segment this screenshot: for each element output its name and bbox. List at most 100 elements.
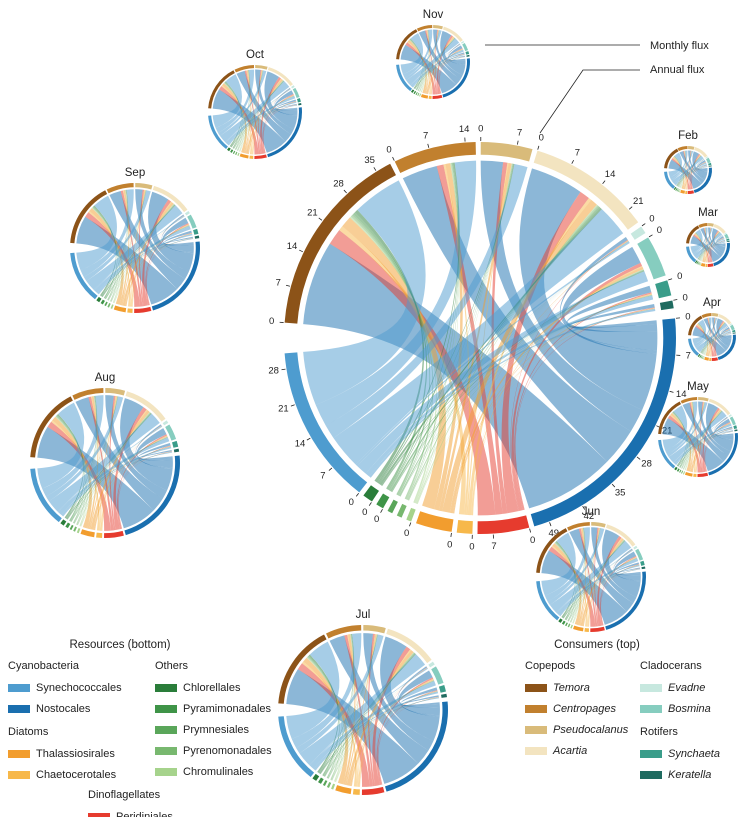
ribbon bbox=[291, 633, 362, 749]
tick-mark bbox=[380, 509, 383, 513]
monthly-chord bbox=[30, 388, 180, 538]
legend-swatch bbox=[8, 771, 30, 779]
flux-arc bbox=[331, 783, 336, 790]
legend-label: Pseudocalanus bbox=[553, 724, 629, 736]
tick-mark bbox=[392, 156, 395, 161]
flux-arc bbox=[726, 238, 730, 241]
ribbon bbox=[696, 159, 708, 172]
flux-arc bbox=[686, 246, 697, 263]
flux-arc bbox=[606, 524, 636, 547]
flux-arc bbox=[686, 225, 700, 244]
flux-arc bbox=[708, 165, 712, 167]
ribbon bbox=[591, 527, 637, 604]
flux-arc bbox=[477, 515, 530, 534]
tick-mark bbox=[299, 249, 304, 253]
tick-label: 49 bbox=[549, 528, 560, 539]
ribbon bbox=[219, 81, 290, 143]
ribbon bbox=[683, 150, 691, 190]
ribbon bbox=[667, 415, 702, 473]
ribbon bbox=[668, 152, 683, 178]
ribbon bbox=[692, 319, 707, 345]
flux-arc bbox=[699, 354, 702, 358]
tick-label: 0 bbox=[469, 541, 474, 552]
flux-arc bbox=[227, 147, 231, 152]
ribbon bbox=[721, 333, 732, 336]
ribbon bbox=[597, 535, 622, 627]
tick-label: 42 bbox=[584, 511, 595, 522]
tick-label: 28 bbox=[268, 366, 279, 377]
flux-arc bbox=[410, 89, 415, 93]
flux-arc bbox=[480, 142, 533, 162]
legend-title: Resources (bottom) bbox=[70, 639, 171, 651]
ribbon bbox=[274, 90, 298, 115]
flux-arc bbox=[730, 324, 735, 331]
tick-label: 0 bbox=[374, 514, 379, 525]
flux-arc bbox=[732, 332, 736, 334]
tick-mark bbox=[668, 278, 673, 281]
tick-label: 0 bbox=[362, 507, 367, 518]
flux-arc bbox=[60, 519, 67, 526]
ribbon bbox=[695, 238, 725, 259]
ribbon bbox=[715, 430, 734, 436]
flux-arc bbox=[659, 300, 674, 311]
flux-arc bbox=[318, 777, 324, 784]
flux-arc bbox=[466, 54, 470, 57]
callout: Annual flux bbox=[650, 64, 705, 76]
ribbon bbox=[297, 663, 370, 787]
flux-arc bbox=[723, 232, 727, 235]
flux-arc bbox=[709, 357, 712, 361]
ribbon bbox=[674, 162, 707, 185]
flux-arc bbox=[693, 167, 712, 194]
legend-label: Pyrenomonadales bbox=[183, 745, 272, 757]
tick-label: 0 bbox=[539, 133, 544, 144]
tick-label: 7 bbox=[276, 278, 281, 289]
ribbon bbox=[405, 42, 436, 95]
flux-arc bbox=[394, 142, 476, 173]
flux-arc bbox=[567, 623, 571, 628]
month-label: May bbox=[687, 381, 709, 393]
ribbon bbox=[303, 180, 426, 405]
legend-swatch bbox=[525, 726, 547, 734]
ribbon bbox=[690, 229, 703, 252]
tick-mark bbox=[611, 483, 616, 488]
flux-arc bbox=[697, 261, 700, 265]
ribbon bbox=[88, 396, 114, 531]
tick-label: 14 bbox=[287, 241, 298, 252]
tick-mark bbox=[628, 206, 633, 210]
tick-mark bbox=[673, 299, 678, 301]
flux-arc bbox=[385, 701, 448, 792]
tick-mark bbox=[450, 532, 452, 537]
flux-arc bbox=[536, 528, 568, 573]
flux-arc bbox=[239, 153, 249, 159]
ribbon bbox=[703, 227, 712, 263]
flux-arc bbox=[69, 524, 74, 531]
ribbon bbox=[363, 633, 434, 751]
tick-label: 21 bbox=[307, 208, 318, 219]
ribbon bbox=[449, 55, 466, 61]
flux-arc bbox=[208, 115, 228, 150]
ribbon bbox=[37, 402, 85, 489]
ribbon bbox=[670, 412, 692, 472]
ribbon bbox=[691, 227, 708, 254]
tick-mark bbox=[373, 167, 377, 171]
legend-swatch bbox=[640, 750, 662, 758]
ribbon bbox=[121, 189, 146, 306]
tick-label: 0 bbox=[447, 539, 452, 550]
monthly-chord bbox=[536, 522, 646, 632]
flux-arc bbox=[162, 420, 169, 426]
monthly-chord bbox=[396, 25, 470, 99]
flux-arc bbox=[708, 432, 738, 476]
ribbon bbox=[702, 407, 720, 473]
ribbon bbox=[671, 155, 704, 184]
ribbon bbox=[669, 150, 688, 180]
flux-arc bbox=[232, 150, 236, 155]
flux-arc bbox=[291, 85, 295, 89]
tick-mark bbox=[648, 234, 653, 238]
flux-arc bbox=[284, 352, 368, 493]
flux-arc bbox=[386, 628, 432, 664]
ribbon bbox=[708, 227, 724, 255]
tick-label: 35 bbox=[364, 155, 375, 166]
flux-arc bbox=[708, 162, 712, 166]
legend-swatch bbox=[525, 747, 547, 755]
ribbon bbox=[142, 199, 172, 307]
